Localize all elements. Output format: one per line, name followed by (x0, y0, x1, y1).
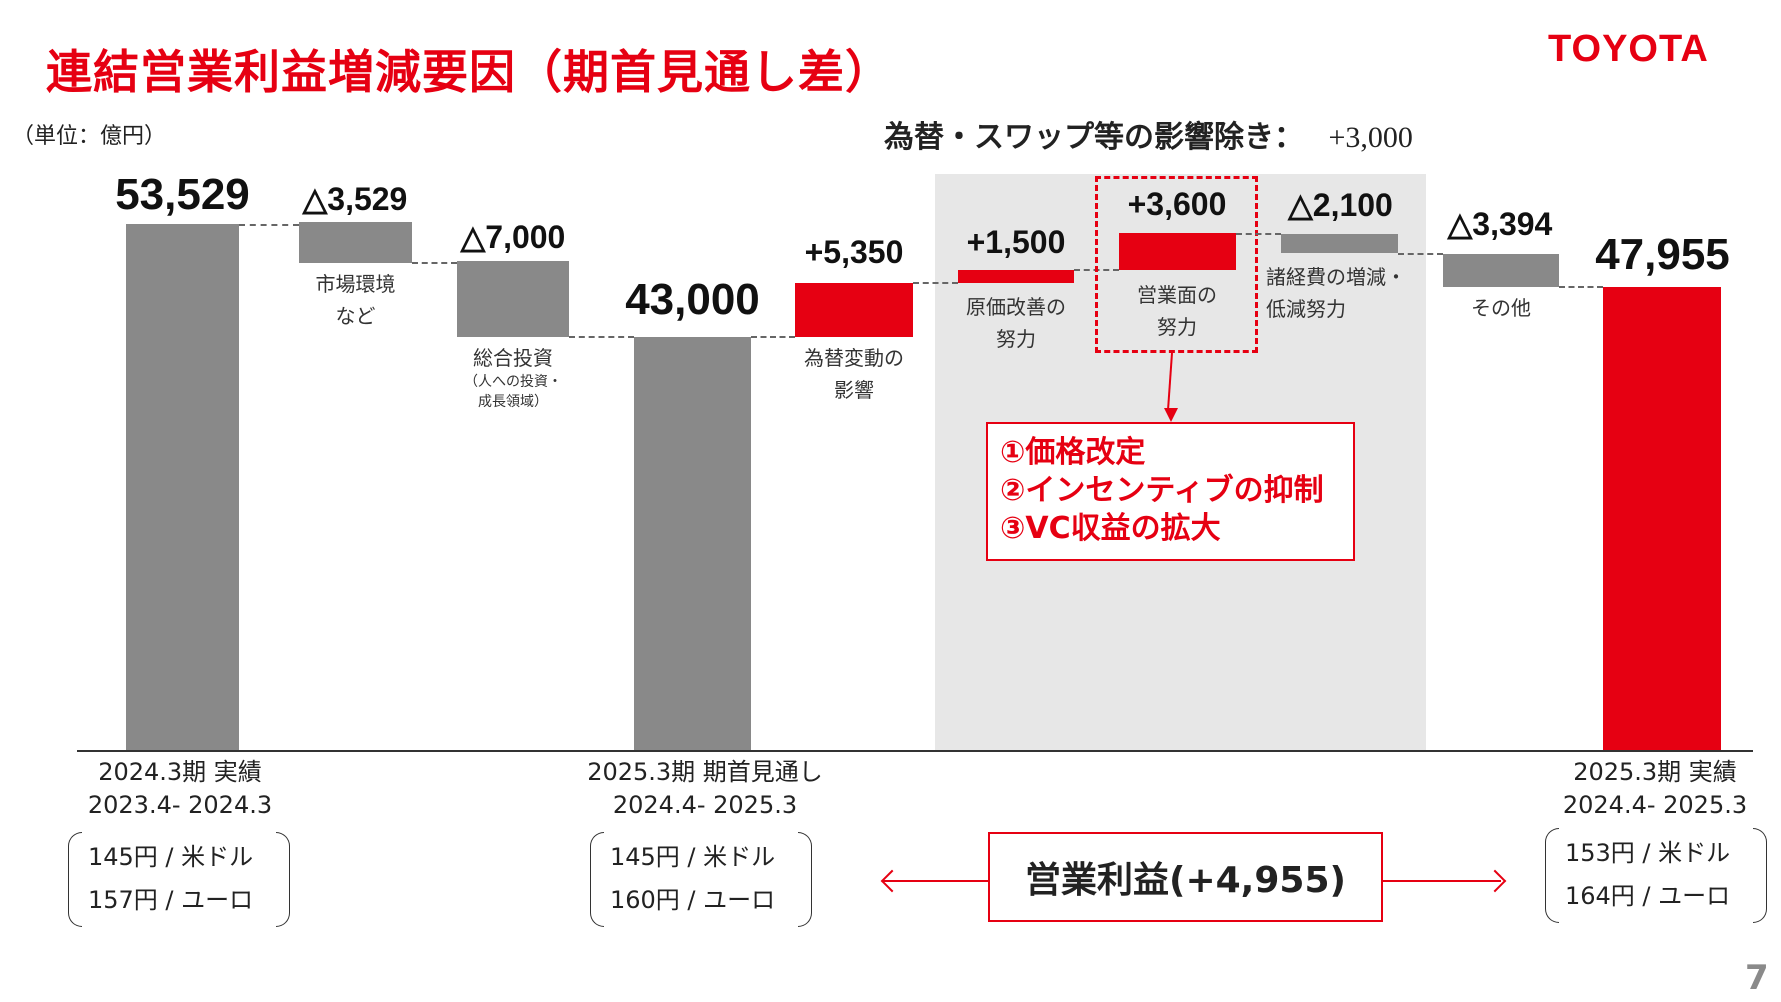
period-name: 2025.3期 実績 (1573, 758, 1737, 786)
bar-label-line: 成長領域） (478, 394, 548, 410)
arrow-down-icon (1164, 408, 1178, 422)
period-range: 2024.4- 2025.3 (612, 791, 798, 819)
bar-expenses (1281, 234, 1398, 253)
connector-line (1398, 253, 1443, 255)
bar-label-line: 努力 (1157, 315, 1197, 339)
note-item: ①価格改定 (1000, 435, 1146, 470)
bar-marketing-effort (1119, 233, 1236, 270)
period-range: 2024.4- 2025.3 (1562, 791, 1748, 819)
bar-label: 総合投資 （人への投資・ 成長領域） (443, 344, 583, 412)
bar-label-line: 為替変動の (804, 346, 904, 370)
bar-total-investment (457, 261, 569, 337)
note-item: ②インセンティブの抑制 (1000, 473, 1324, 508)
connector-line (412, 262, 457, 264)
fx-rates-2024-actual: 145円 / 米ドル 157円 / ユーロ (68, 832, 290, 927)
bar-label-line: 影響 (834, 378, 874, 402)
connector-line (569, 336, 634, 338)
fx-rates-2025-forecast: 145円 / 米ドル 160円 / ユーロ (590, 832, 812, 927)
bar-label: 原価改善の 努力 (946, 291, 1086, 355)
excluding-fx-note: 為替・スワップ等の影響除き： +3,000 (884, 112, 1413, 156)
toyota-logo: TOYOTA (1548, 28, 1709, 70)
bar-value: △2,100 (1288, 187, 1393, 223)
eur-rate: 157円 / ユーロ (88, 886, 254, 914)
bar-label-line: など (335, 304, 376, 328)
marketing-effort-notes: ①価格改定 ②インセンティブの抑制 ③VC収益の拡大 (986, 422, 1355, 561)
bar-value: 47,955 (1595, 230, 1730, 279)
bar-value: +5,350 (804, 234, 904, 270)
bar-fx-impact (795, 283, 913, 337)
unit-label: （単位：億円） (12, 124, 167, 149)
bar-value: +1,500 (966, 224, 1066, 260)
bar-label-line: 営業面の (1137, 283, 1217, 307)
period-name: 2024.3期 実績 (98, 758, 262, 786)
fx-rates-2025-actual: 153円 / 米ドル 164円 / ユーロ (1545, 828, 1767, 923)
page-title: 連結営業利益増減要因（期首見通し差） (46, 45, 892, 99)
bar-label: 営業面の 努力 (1107, 279, 1247, 343)
bar-value: △7,000 (460, 219, 566, 255)
left-arrow-line (882, 880, 988, 882)
marketing-effort-highlight-box (1095, 176, 1258, 353)
bar-label-line: （人への投資・ (464, 374, 562, 390)
right-arrow-line (1383, 880, 1501, 882)
excluding-fx-value: +3,000 (1328, 121, 1413, 154)
note-item: ③VC収益の拡大 (1000, 511, 1221, 546)
period-label-2025-forecast: 2025.3期 期首見通し 2024.4- 2025.3 (565, 756, 845, 822)
usd-rate: 145円 / 米ドル (610, 843, 776, 871)
connector-line (751, 336, 795, 338)
eur-rate: 160円 / ユーロ (610, 886, 776, 914)
bar-2024-actual (126, 224, 239, 750)
operating-profit-diff-box: 営業利益(+4,955) (988, 832, 1383, 922)
bar-label: 諸経費の増減・ 低減努力 (1266, 261, 1416, 325)
bar-2025-initial-forecast (634, 337, 751, 750)
usd-rate: 153円 / 米ドル (1565, 839, 1731, 867)
connector-line (1236, 233, 1281, 235)
usd-rate: 145円 / 米ドル (88, 843, 254, 871)
connector-line (1559, 286, 1603, 288)
bar-label: その他 (1471, 296, 1531, 320)
x-axis-line (77, 750, 1753, 752)
period-name: 2025.3期 期首見通し (587, 758, 823, 786)
connector-line (913, 282, 958, 284)
period-range: 2023.4- 2024.3 (87, 791, 273, 819)
arrow-left-icon (880, 869, 904, 893)
bar-label: 為替変動の 影響 (784, 342, 924, 406)
eur-rate: 164円 / ユーロ (1565, 882, 1731, 910)
excluding-fx-label: 為替・スワップ等の影響除き： (884, 120, 1304, 155)
bar-label-line: 諸経費の増減・ (1266, 265, 1406, 289)
bar-label: 市場環境 など (295, 268, 416, 332)
connector-line (239, 224, 299, 226)
bar-market-environment (299, 222, 412, 263)
bar-other (1443, 254, 1559, 287)
bar-value: +3,600 (1127, 186, 1227, 222)
bar-cost-reduction (958, 270, 1074, 283)
bar-value: 43,000 (625, 275, 760, 324)
bar-value: △3,394 (1447, 206, 1553, 242)
arrow-right-icon (1483, 869, 1507, 893)
bar-label-line: 低減努力 (1266, 297, 1346, 321)
bar-value: 53,529 (115, 170, 250, 219)
page-number: 7 (1745, 958, 1769, 998)
bar-label-line: 市場環境 (315, 272, 396, 296)
period-label-2024-actual: 2024.3期 実績 2023.4- 2024.3 (60, 756, 300, 822)
bar-2025-actual (1603, 287, 1721, 750)
period-label-2025-actual: 2025.3期 実績 2024.4- 2025.3 (1535, 756, 1775, 822)
bar-label-line: 原価改善の (966, 295, 1066, 319)
bar-label-line: 努力 (996, 327, 1036, 351)
bar-label-line: 総合投資 (473, 346, 553, 370)
bar-value: △3,529 (302, 181, 408, 217)
